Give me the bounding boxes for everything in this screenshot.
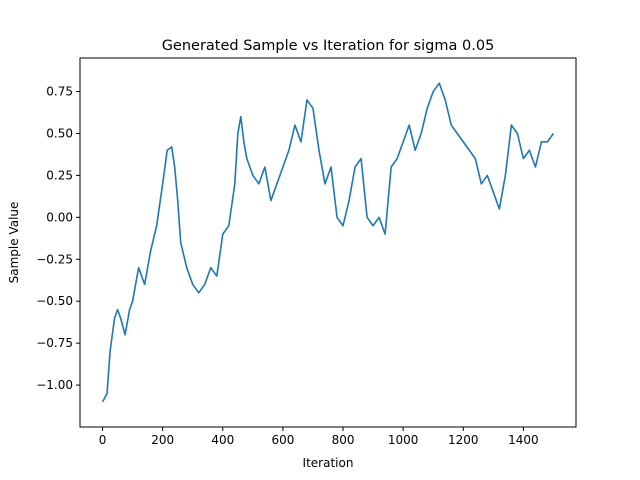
y-tick-label: −1.00 xyxy=(36,378,73,392)
y-axis-label: Sample Value xyxy=(7,202,21,284)
x-tick-label: 1400 xyxy=(508,433,539,447)
x-tick-label: 1000 xyxy=(388,433,419,447)
x-tick-label: 1200 xyxy=(448,433,479,447)
y-axis-ticks: −1.00 −0.75 −0.50 −0.25 0.00 0.25 0.50 0.75 xyxy=(36,85,80,392)
y-tick-label: −0.75 xyxy=(36,336,73,350)
plot-area: 0 200 400 600 800 1000 1200 1400 −1.00 −0.75 −0.5… xyxy=(36,57,577,447)
y-tick-label: 0.25 xyxy=(46,168,73,182)
x-tick-label: 600 xyxy=(271,433,294,447)
chart-title: Generated Sample vs Iteration for sigma … xyxy=(162,38,495,54)
x-tick-label: 800 xyxy=(332,433,355,447)
series-line-1 xyxy=(101,82,555,403)
x-tick-label: 400 xyxy=(211,433,234,447)
y-tick-label: −0.50 xyxy=(36,294,73,308)
y-tick-label: 0.50 xyxy=(46,126,73,140)
x-tick-label: 0 xyxy=(99,433,107,447)
y-tick-label: 0.00 xyxy=(46,210,73,224)
x-axis-ticks: 0 200 400 600 800 1000 1200 1400 xyxy=(99,427,539,447)
x-axis-label: Iteration xyxy=(303,456,354,470)
axes-frame xyxy=(79,57,577,428)
y-tick-label: 0.75 xyxy=(46,85,73,99)
y-tick-label: −0.25 xyxy=(36,252,73,266)
series-group xyxy=(101,82,555,403)
axes-background xyxy=(80,58,576,427)
x-tick-label: 200 xyxy=(151,433,174,447)
